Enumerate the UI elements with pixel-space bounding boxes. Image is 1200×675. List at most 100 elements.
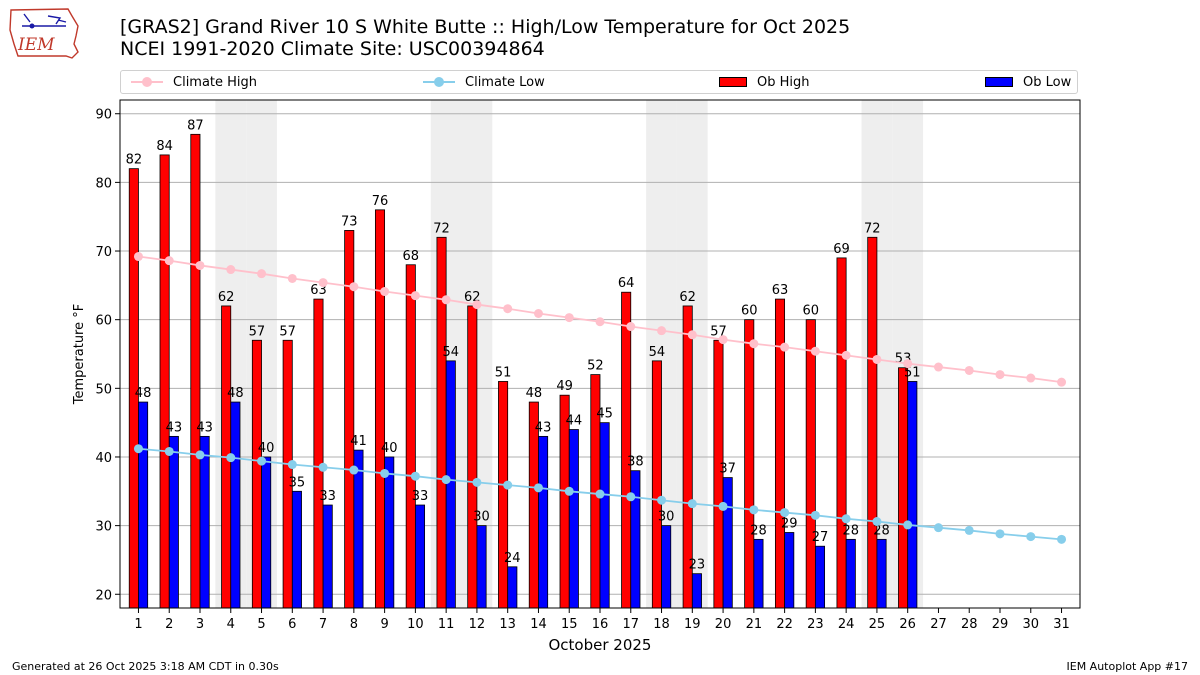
- x-tick-label: 20: [715, 617, 732, 632]
- climate-high-point: [749, 339, 759, 349]
- x-tick-label: 15: [561, 617, 578, 632]
- ob-high-label: 84: [156, 139, 173, 154]
- ob-high-label: 76: [372, 194, 389, 209]
- ob-low-label: 54: [442, 345, 459, 360]
- chart-title: [GRAS2] Grand River 10 S White Butte :: …: [120, 16, 850, 60]
- x-tick-label: 30: [1022, 617, 1039, 632]
- climate-low-point: [164, 446, 174, 456]
- ob-low-bar: [814, 545, 826, 609]
- x-tick-label: 23: [807, 617, 824, 632]
- ob-high-label: 62: [218, 290, 235, 305]
- ob-high-label: 87: [187, 118, 204, 133]
- x-tick-label: 10: [407, 617, 424, 632]
- y-tick-label: 20: [95, 588, 112, 603]
- ob-low-bar: [661, 525, 672, 609]
- ob-high-bar: [498, 381, 509, 609]
- ob-high-label: 60: [741, 304, 758, 319]
- climate-low-point: [318, 462, 328, 472]
- ob-high-label: 60: [802, 304, 819, 319]
- ob-low-label: 35: [289, 475, 306, 490]
- x-tick-label: 7: [319, 617, 327, 632]
- climate-high-point: [503, 304, 513, 314]
- ob-high-label: 73: [341, 214, 358, 229]
- climate-high-point: [810, 346, 820, 356]
- climate-high-point: [903, 359, 913, 369]
- climate-high-point: [841, 350, 851, 360]
- climate-low-point: [903, 520, 913, 530]
- legend-climate-high-label: Climate High: [173, 74, 258, 90]
- climate-low-point: [287, 460, 297, 470]
- ob-low-bar: [199, 435, 210, 609]
- ob-low-label: 27: [812, 530, 829, 545]
- x-tick-label: 14: [530, 617, 547, 632]
- iem-logo: IEM: [9, 8, 79, 59]
- ob-low-bar: [876, 538, 887, 609]
- ob-low-label: 43: [535, 420, 552, 435]
- ob-high-label: 57: [279, 324, 296, 339]
- climate-low-point: [1026, 532, 1036, 542]
- climate-high-point: [1026, 373, 1036, 383]
- ob-low-bar: [722, 477, 733, 609]
- x-tick-label: 1: [134, 617, 142, 632]
- climate-high-point: [718, 335, 728, 345]
- climate-high-point: [1057, 377, 1067, 387]
- climate-high-point: [380, 287, 390, 297]
- climate-high-point: [318, 278, 328, 288]
- ob-low-label: 43: [196, 420, 213, 435]
- climate-high-point: [226, 265, 236, 275]
- climate-high-point: [195, 260, 205, 270]
- ob-low-bar: [907, 381, 918, 609]
- climate-high-point: [133, 252, 143, 262]
- climate-low-point: [964, 525, 974, 535]
- climate-low-point: [626, 492, 636, 502]
- ob-low-label: 30: [658, 510, 675, 525]
- ob-low-label: 48: [227, 386, 244, 401]
- y-tick-label: 80: [95, 176, 112, 191]
- x-tick-label: 19: [684, 617, 701, 632]
- legend-climate-low: Climate Low: [423, 71, 545, 93]
- y-axis-label: Temperature °F: [72, 304, 87, 405]
- x-tick-label: 31: [1053, 617, 1070, 632]
- ob-high-label: 48: [526, 386, 543, 401]
- x-tick-label: 26: [899, 617, 916, 632]
- x-tick-label: 25: [869, 617, 886, 632]
- ob-low-bar: [445, 360, 456, 609]
- legend-ob-high: Ob High: [719, 71, 810, 93]
- legend-ob-low: Ob Low: [985, 71, 1071, 93]
- ob-low-label: 40: [258, 441, 275, 456]
- x-tick-label: 8: [350, 617, 358, 632]
- legend-climate-high-marker: [131, 76, 163, 88]
- ob-low-bar: [568, 429, 579, 609]
- title-line-1: [GRAS2] Grand River 10 S White Butte :: …: [120, 16, 851, 38]
- climate-low-point: [687, 499, 697, 509]
- climate-high-point: [872, 354, 882, 364]
- ob-low-bar: [753, 538, 764, 609]
- climate-high-point: [349, 282, 359, 292]
- climate-low-point: [503, 480, 513, 490]
- chart-legend: Climate High Climate Low Ob High Ob Low: [120, 70, 1078, 94]
- ob-low-label: 28: [750, 523, 767, 538]
- climate-low-point: [872, 517, 882, 527]
- ob-low-label: 43: [166, 420, 183, 435]
- x-tick-label: 6: [288, 617, 296, 632]
- climate-low-point: [841, 514, 851, 524]
- ob-high-bar: [805, 319, 816, 609]
- climate-low-point: [564, 486, 574, 496]
- ob-low-bar: [476, 525, 487, 609]
- ob-high-label: 72: [864, 221, 881, 236]
- climate-high-point: [964, 365, 974, 375]
- plot-frame: [119, 99, 1081, 609]
- climate-high-point: [626, 322, 636, 332]
- ob-high-bar: [467, 305, 478, 609]
- climate-low-point: [995, 529, 1005, 539]
- ob-high-label: 68: [402, 249, 419, 264]
- climate-low-point: [595, 489, 605, 499]
- ob-high-bar: [374, 209, 386, 609]
- climate-low-point: [933, 523, 943, 533]
- footer-generated: Generated at 26 Oct 2025 3:18 AM CDT in …: [12, 660, 279, 673]
- x-tick-label: 13: [499, 617, 516, 632]
- climate-low-point: [195, 450, 205, 460]
- x-tick-label: 24: [838, 617, 855, 632]
- climate-high-point: [595, 317, 605, 327]
